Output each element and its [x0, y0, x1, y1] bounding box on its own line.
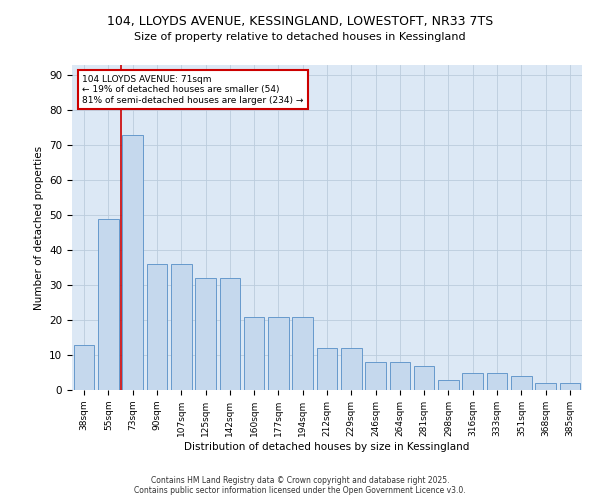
Bar	[511, 376, 532, 390]
Text: Contains HM Land Registry data © Crown copyright and database right 2025.
Contai: Contains HM Land Registry data © Crown c…	[134, 476, 466, 495]
Text: 104, LLOYDS AVENUE, KESSINGLAND, LOWESTOFT, NR33 7TS: 104, LLOYDS AVENUE, KESSINGLAND, LOWESTO…	[107, 15, 493, 28]
Bar	[438, 380, 459, 390]
Bar	[122, 135, 143, 390]
Bar	[220, 278, 240, 390]
Bar	[535, 383, 556, 390]
Bar	[560, 383, 580, 390]
Bar	[463, 372, 483, 390]
Bar	[292, 316, 313, 390]
Bar	[74, 344, 94, 390]
Bar	[244, 316, 265, 390]
Bar	[365, 362, 386, 390]
Text: Size of property relative to detached houses in Kessingland: Size of property relative to detached ho…	[134, 32, 466, 42]
Bar	[146, 264, 167, 390]
Bar	[195, 278, 216, 390]
Bar	[341, 348, 362, 390]
X-axis label: Distribution of detached houses by size in Kessingland: Distribution of detached houses by size …	[184, 442, 470, 452]
Bar	[317, 348, 337, 390]
Bar	[389, 362, 410, 390]
Y-axis label: Number of detached properties: Number of detached properties	[34, 146, 44, 310]
Bar	[98, 219, 119, 390]
Bar	[414, 366, 434, 390]
Text: 104 LLOYDS AVENUE: 71sqm
← 19% of detached houses are smaller (54)
81% of semi-d: 104 LLOYDS AVENUE: 71sqm ← 19% of detach…	[82, 74, 304, 104]
Bar	[487, 372, 508, 390]
Bar	[268, 316, 289, 390]
Bar	[171, 264, 191, 390]
